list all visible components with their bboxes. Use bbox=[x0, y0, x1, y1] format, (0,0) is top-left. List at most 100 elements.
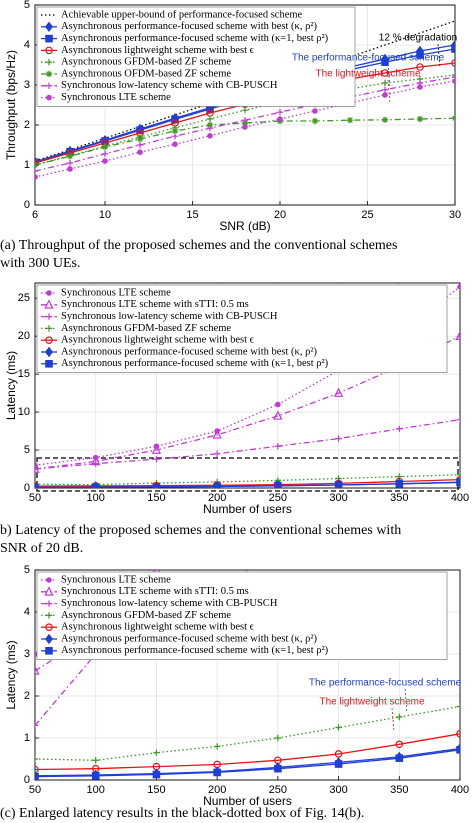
marker bbox=[35, 167, 39, 175]
marker bbox=[381, 86, 389, 93]
y-axis-label: Latency (ms) bbox=[4, 640, 18, 709]
legend-box bbox=[36, 6, 356, 107]
legend-label: Asynchronous GFDM-based ZF scheme bbox=[61, 610, 231, 621]
x-tick-label: 100 bbox=[87, 492, 105, 504]
marker bbox=[35, 722, 39, 729]
y-tick-label: 3 bbox=[24, 648, 30, 660]
marker bbox=[91, 483, 100, 488]
marker bbox=[451, 45, 455, 53]
marker bbox=[45, 623, 53, 632]
marker bbox=[457, 283, 460, 290]
y-tick-label: 4 bbox=[24, 606, 30, 618]
marker bbox=[381, 116, 389, 123]
annotation: The performance-focused scheme bbox=[309, 678, 462, 689]
marker bbox=[276, 109, 284, 116]
y-tick-label: 10 bbox=[18, 406, 30, 418]
marker bbox=[451, 115, 455, 122]
x-tick-label: 350 bbox=[390, 492, 408, 504]
marker bbox=[46, 577, 52, 583]
legend-label: Synchronous LTE scheme bbox=[61, 92, 171, 103]
marker bbox=[274, 443, 282, 450]
marker bbox=[102, 158, 108, 164]
marker bbox=[451, 59, 455, 67]
marker bbox=[241, 107, 249, 114]
marker bbox=[44, 586, 54, 596]
marker bbox=[92, 757, 99, 764]
marker bbox=[396, 425, 403, 432]
marker bbox=[45, 59, 53, 66]
marker bbox=[452, 78, 455, 84]
legend: Achievable upper-bound of performance-fo… bbox=[36, 6, 356, 107]
marker bbox=[35, 174, 38, 180]
marker bbox=[456, 730, 460, 738]
annotation: 12 % degradation bbox=[379, 33, 457, 44]
y-tick-label: 5 bbox=[24, 0, 30, 11]
marker bbox=[455, 330, 460, 340]
series-line bbox=[35, 478, 460, 487]
x-tick-label: 250 bbox=[269, 492, 287, 504]
legend-label: Synchronous low-latency scheme with CB-P… bbox=[61, 311, 278, 322]
marker bbox=[333, 387, 344, 397]
legend-label: Asynchronous performance-focused scheme … bbox=[61, 358, 329, 369]
marker bbox=[213, 768, 221, 777]
plot-frame bbox=[34, 4, 456, 206]
marker bbox=[171, 133, 179, 140]
marker bbox=[35, 483, 39, 488]
marker bbox=[456, 416, 460, 423]
legend-label: Asynchronous lightweight scheme with bes… bbox=[61, 45, 255, 56]
zoom-box bbox=[36, 457, 459, 492]
marker bbox=[312, 108, 318, 114]
legend-label: Synchronous low-latency scheme with CB-P… bbox=[61, 598, 278, 609]
marker bbox=[274, 481, 282, 488]
marker bbox=[451, 73, 455, 81]
y-tick-label: 5 bbox=[24, 564, 30, 576]
marker bbox=[136, 141, 144, 149]
marker bbox=[152, 483, 161, 488]
marker bbox=[416, 63, 424, 71]
marker bbox=[241, 117, 249, 124]
marker bbox=[35, 755, 39, 763]
marker bbox=[456, 703, 460, 710]
legend-label: Synchronous LTE scheme bbox=[61, 574, 171, 585]
y-tick-label: 2 bbox=[24, 119, 30, 131]
marker bbox=[274, 764, 282, 773]
series-line bbox=[35, 749, 460, 778]
marker bbox=[44, 299, 54, 309]
x-tick-label: 50 bbox=[29, 784, 41, 796]
caption: SNR of 20 dB. bbox=[0, 541, 83, 556]
series-line bbox=[35, 481, 460, 488]
marker bbox=[456, 478, 460, 487]
marker bbox=[137, 149, 143, 156]
marker bbox=[35, 651, 38, 657]
marker bbox=[35, 765, 39, 774]
annotation: The lightweight scheme bbox=[315, 69, 420, 80]
y-tick-label: 0 bbox=[24, 774, 30, 786]
caption: with 300 UEs. bbox=[0, 256, 81, 271]
marker bbox=[101, 143, 109, 151]
legend-box bbox=[36, 284, 448, 373]
y-tick-label: 0 bbox=[24, 199, 30, 211]
x-tick-label: 150 bbox=[147, 784, 165, 796]
y-axis-label: Latency (ms) bbox=[4, 351, 18, 420]
marker bbox=[45, 46, 53, 55]
y-tick-label: 1 bbox=[24, 732, 30, 744]
y-tick-label: 1 bbox=[24, 159, 30, 171]
marker bbox=[396, 713, 403, 721]
y-tick-label: 20 bbox=[18, 330, 30, 342]
y-axis-label: Throughput (bps/Hz) bbox=[4, 50, 18, 160]
series-line bbox=[35, 419, 460, 470]
marker bbox=[35, 161, 39, 169]
marker bbox=[172, 141, 178, 148]
annotation-arrow bbox=[387, 79, 391, 105]
marker bbox=[46, 290, 52, 296]
marker bbox=[45, 21, 53, 32]
marker bbox=[35, 665, 40, 675]
marker bbox=[45, 360, 53, 368]
x-tick-label: 15 bbox=[186, 209, 198, 221]
legend-label: Achievable upper-bound of performance-fo… bbox=[61, 9, 303, 20]
marker bbox=[381, 58, 389, 67]
legend-label: Asynchronous performance-focused scheme … bbox=[61, 645, 329, 656]
marker bbox=[206, 125, 214, 132]
